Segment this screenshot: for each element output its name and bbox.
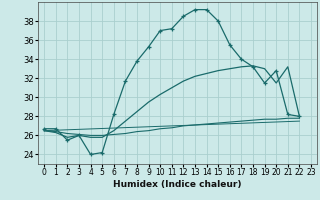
X-axis label: Humidex (Indice chaleur): Humidex (Indice chaleur) (113, 180, 242, 189)
